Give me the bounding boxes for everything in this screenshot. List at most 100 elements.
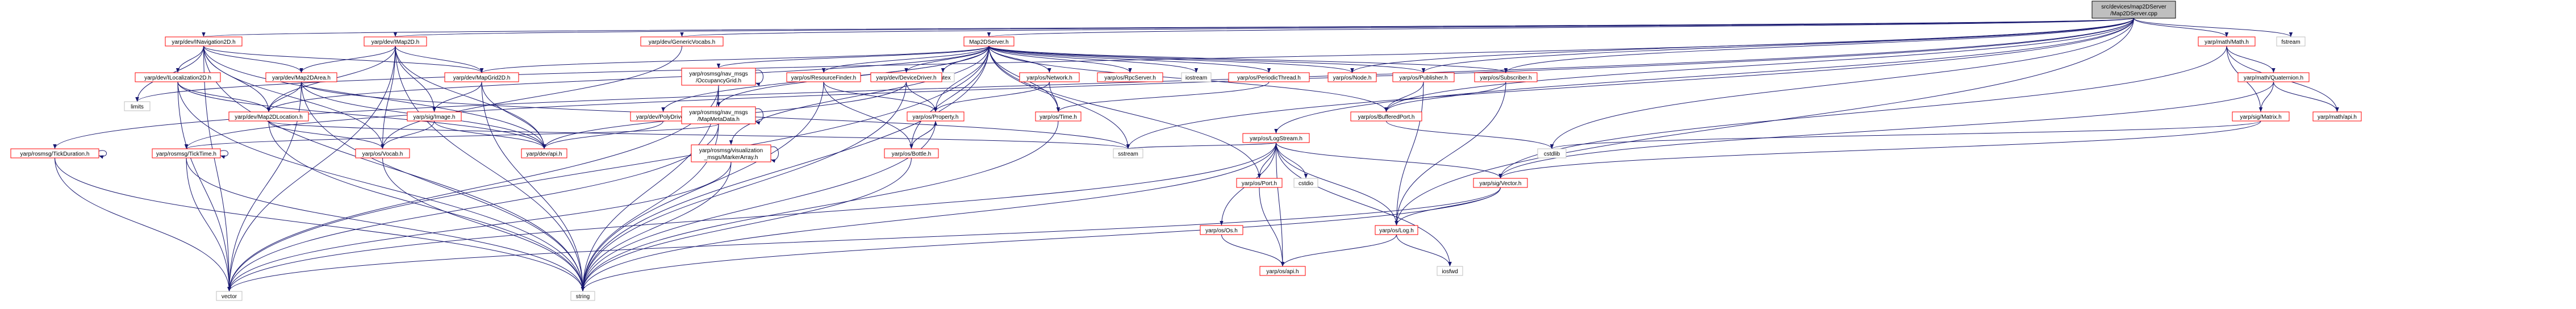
edge-logstream-to-vector [227, 142, 1276, 292]
node-box [1200, 225, 1243, 235]
node-matrix[interactable]: yarp/sig/Matrix.h [2232, 111, 2290, 122]
edge-markerarray-to-vector [227, 161, 732, 292]
edge-logstream-to-iosfwd [1276, 142, 1452, 267]
node-publisher[interactable]: yarp/os/Publisher.h [1392, 72, 1455, 82]
node-label: yarp/dev/Map2DArea.h [272, 75, 331, 81]
node-oslog[interactable]: yarp/os/Log.h [1375, 225, 1418, 235]
edge-sigvector-to-string [581, 187, 1501, 292]
node-mathapi[interactable]: yarp/math/api.h [2312, 111, 2362, 122]
edge-map2dserver_h-to-rpcserver [988, 45, 1132, 73]
node-box [2312, 111, 2362, 122]
node-nav2d[interactable]: yarp/dev/INavigation2D.h [165, 36, 243, 47]
node-devdriver[interactable]: yarp/dev/DeviceDriver.h [870, 72, 942, 82]
edge-matrix-to-cstdlib [1550, 120, 2261, 149]
node-label: iostream [1185, 75, 1207, 81]
edge-logstream-to-sstream [1126, 142, 1276, 149]
node-label: yarp/os/RpcServer.h [1104, 75, 1156, 81]
node-label: mutex [935, 75, 950, 81]
edge-root-to-map2dserver_h [987, 18, 2134, 37]
node-ostime[interactable]: yarp/os/Time.h [1035, 111, 1082, 122]
node-box [1437, 266, 1463, 276]
edge-network-to-property [933, 81, 1050, 112]
node-osos[interactable]: yarp/os/Os.h [1200, 225, 1243, 235]
node-box [1537, 148, 1567, 158]
node-box [2232, 111, 2290, 122]
node-periodic[interactable]: yarp/os/PeriodicThread.h [1228, 72, 1310, 82]
edge-periodic-to-ostime [1056, 81, 1270, 112]
node-map2dserver_h[interactable]: Map2DServer.h [963, 36, 1014, 47]
edge-map2dserver_h-to-vector [227, 45, 990, 292]
node-resfinder[interactable]: yarp/os/ResourceFinder.h [786, 72, 861, 82]
edge-map2dserver_h-to-publisher [988, 45, 1425, 73]
node-label: src/devices/map2DServer [2101, 4, 2166, 10]
node-subscriber[interactable]: yarp/os/Subscriber.h [1474, 72, 1538, 82]
edge-vocab-to-string [382, 157, 585, 292]
node-label: yarp/dev/Map2DLocation.h [235, 114, 303, 120]
edge-map2dserver_h-to-resfinder [821, 45, 990, 73]
node-label: yarp/sig/Vector.h [1480, 181, 1522, 187]
node-ticktime[interactable]: yarp/rosmsg/TickTime.h [152, 148, 221, 158]
node-label: sstream [1118, 151, 1138, 157]
node-quaternion[interactable]: yarp/math/Quaternion.h [2237, 72, 2310, 82]
edge-root-to-oslog [1395, 18, 2134, 226]
edge-osos-to-osapi [1221, 234, 1285, 267]
node-devapi[interactable]: yarp/dev/api.h [521, 148, 567, 158]
node-sigvector[interactable]: yarp/sig/Vector.h [1473, 178, 1528, 188]
node-map2darea[interactable]: yarp/dev/Map2DArea.h [265, 72, 337, 82]
node-imap2d[interactable]: yarp/dev/IMap2D.h [364, 36, 427, 47]
edge-bottle-to-property [911, 120, 938, 149]
edge-logstream-to-sigvector [1276, 142, 1502, 179]
edge-tickdur-to-tickdur [98, 150, 107, 159]
node-box [364, 36, 427, 47]
node-vocab[interactable]: yarp/os/Vocab.h [355, 148, 410, 158]
node-logstream[interactable]: yarp/os/LogStream.h [1242, 133, 1310, 143]
node-image[interactable]: yarp/sig/Image.h [407, 111, 462, 122]
node-label: yarp/rosmsg/TickDuration.h [20, 151, 90, 157]
node-polydriver[interactable]: yarp/dev/PolyDriver.h [630, 111, 696, 122]
node-osport[interactable]: yarp/os/Port.h [1236, 178, 1283, 188]
node-markerarray[interactable]: yarp/rosmsg/visualization_msgs/MarkerArr… [691, 144, 771, 162]
node-label: yarp/math/Math.h [2205, 39, 2249, 45]
node-property[interactable]: yarp/os/Property.h [907, 111, 965, 122]
node-label: yarp/rosmsg/nav_msgs [689, 71, 748, 77]
node-box [165, 36, 243, 47]
edge-iloc2d-to-vector [177, 81, 231, 292]
node-bufport[interactable]: yarp/os/BufferedPort.h [1350, 111, 1422, 122]
node-label: yarp/dev/DeviceDriver.h [876, 75, 936, 81]
edge-map2dserver_h-to-osport [988, 45, 1262, 179]
node-mapgrid2d[interactable]: yarp/dev/MapGrid2D.h [444, 72, 519, 82]
edge-genvocab-to-vocab [381, 45, 682, 149]
node-label: limits [131, 104, 144, 110]
node-mapmeta[interactable]: yarp/rosmsg/nav_msgs/MapMetaData.h [681, 106, 756, 124]
edge-root-to-ymath [2134, 18, 2229, 37]
edge-sigvector-to-oslog [1395, 187, 1501, 226]
node-label: yarp/os/Os.h [1205, 228, 1238, 234]
node-box [1473, 178, 1528, 188]
node-label: yarp/os/Subscriber.h [1480, 75, 1531, 81]
node-label: yarp/sig/Matrix.h [2240, 114, 2281, 120]
node-tickdur[interactable]: yarp/rosmsg/TickDuration.h [10, 148, 99, 158]
node-rpcserver[interactable]: yarp/os/RpcServer.h [1097, 72, 1163, 82]
edge-occgrid-to-occgrid [755, 69, 763, 86]
edge-resfinder-to-property [823, 81, 938, 112]
node-genvocab[interactable]: yarp/dev/GenericVocabs.h [640, 36, 724, 47]
node-iloc2d[interactable]: yarp/dev/ILocalization2D.h [135, 72, 221, 82]
node-osapi[interactable]: yarp/os/api.h [1259, 266, 1306, 276]
edge-root-to-tickdur [53, 18, 2134, 149]
edge-logstream-to-string [581, 142, 1276, 292]
node-network[interactable]: yarp/os/Network.h [1019, 72, 1080, 82]
node-ymath[interactable]: yarp/math/Math.h [2198, 36, 2256, 47]
node-label: yarp/os/Vocab.h [362, 151, 403, 157]
node-box [1375, 225, 1418, 235]
node-node[interactable]: yarp/os/Node.h [1327, 72, 1377, 82]
edge-subscriber-to-oslog [1395, 81, 1506, 226]
node-box [786, 72, 861, 82]
node-box [1035, 111, 1082, 122]
node-occgrid[interactable]: yarp/rosmsg/nav_msgs/OccupancyGrid.h [681, 68, 756, 86]
node-map2dloc[interactable]: yarp/dev/Map2DLocation.h [228, 111, 309, 122]
node-label: string [576, 294, 590, 300]
node-box [216, 291, 243, 301]
node-bottle[interactable]: yarp/os/Bottle.h [884, 148, 939, 158]
edge-image-to-vocab [381, 120, 435, 149]
edge-sigvector-to-vector [227, 187, 1501, 292]
